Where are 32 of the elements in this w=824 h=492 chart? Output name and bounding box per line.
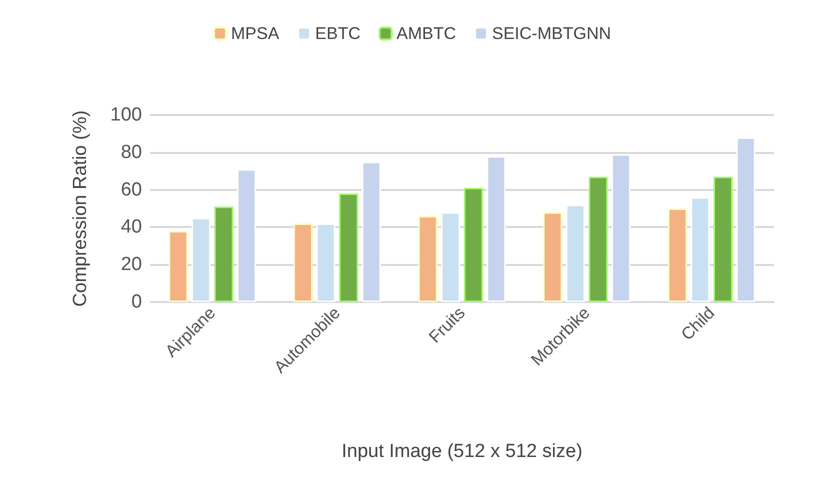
bar xyxy=(690,197,710,302)
bar xyxy=(339,194,358,302)
bar xyxy=(214,206,234,302)
bar xyxy=(192,218,210,302)
bar xyxy=(736,137,756,302)
bar xyxy=(668,208,687,302)
legend-label: MPSA xyxy=(230,24,280,43)
y-tick-label: 0 xyxy=(131,292,142,312)
bar xyxy=(714,176,732,302)
bar xyxy=(611,154,630,302)
bar xyxy=(237,169,256,302)
bar xyxy=(588,176,608,302)
bar xyxy=(486,156,506,302)
y-tick-label: 40 xyxy=(120,216,142,238)
bar xyxy=(294,223,313,302)
bar xyxy=(316,223,336,302)
y-tick-label: 20 xyxy=(120,254,142,276)
y-tick-label: 80 xyxy=(120,142,142,163)
y-tick-label: 60 xyxy=(120,179,142,200)
x-axis-title: Input Image (512 x 512 size) xyxy=(342,441,582,462)
legend-label: AMBTC xyxy=(396,24,456,43)
bar xyxy=(441,212,460,302)
y-axis-title: Compression Ratio (%) xyxy=(70,110,91,307)
bar xyxy=(362,162,381,302)
legend-label: EBTC xyxy=(315,24,361,43)
legend-label: SEIC-MBTGNN xyxy=(492,24,612,43)
bar xyxy=(418,216,438,302)
y-tick-label: 100 xyxy=(110,104,142,126)
bar xyxy=(543,212,562,302)
bar xyxy=(464,188,483,302)
bar xyxy=(566,204,585,302)
bar xyxy=(168,230,188,302)
